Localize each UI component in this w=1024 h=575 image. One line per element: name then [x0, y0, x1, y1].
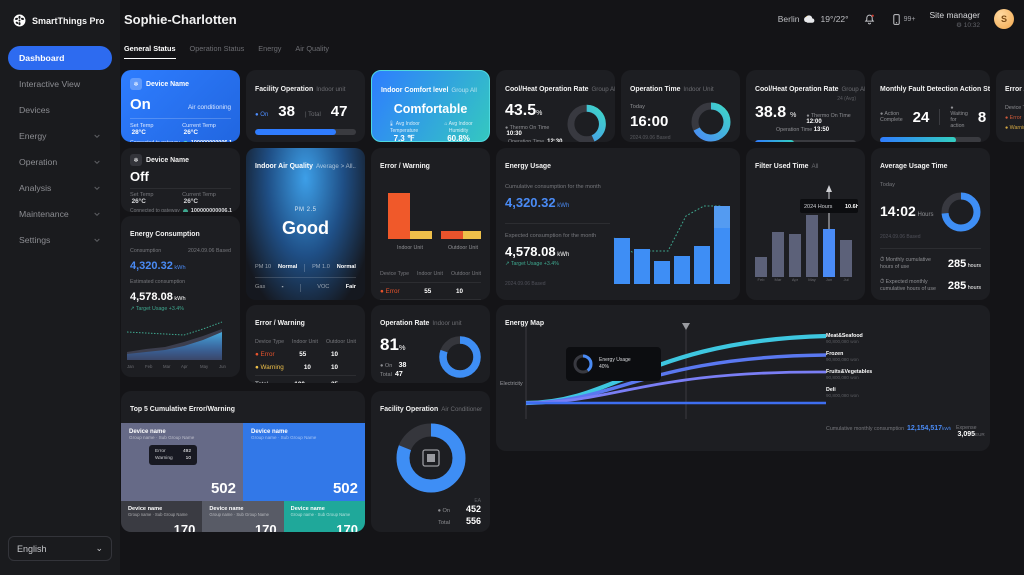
svg-text:Apr: Apr: [792, 277, 799, 282]
svg-text:2024 Hours: 2024 Hours: [804, 204, 833, 210]
svg-text:Mar: Mar: [775, 277, 783, 282]
svg-text:Apr: Apr: [181, 364, 188, 369]
svg-text:Outdoor Unit: Outdoor Unit: [448, 245, 479, 251]
svg-text:Jan: Jan: [127, 364, 135, 369]
svg-text:Feb: Feb: [145, 364, 153, 369]
svg-text:Indoor Unit: Indoor Unit: [397, 245, 423, 251]
svg-text:Mar: Mar: [163, 364, 171, 369]
svg-text:May: May: [200, 364, 209, 369]
svg-text:May: May: [808, 277, 816, 282]
svg-text:Jul: Jul: [843, 277, 848, 282]
svg-text:10.6h: 10.6h: [845, 204, 858, 210]
svg-text:Jun: Jun: [826, 277, 832, 282]
svg-text:Jun: Jun: [219, 364, 227, 369]
svg-text:Feb: Feb: [758, 277, 766, 282]
svg-text:Electricity: Electricity: [500, 381, 523, 387]
